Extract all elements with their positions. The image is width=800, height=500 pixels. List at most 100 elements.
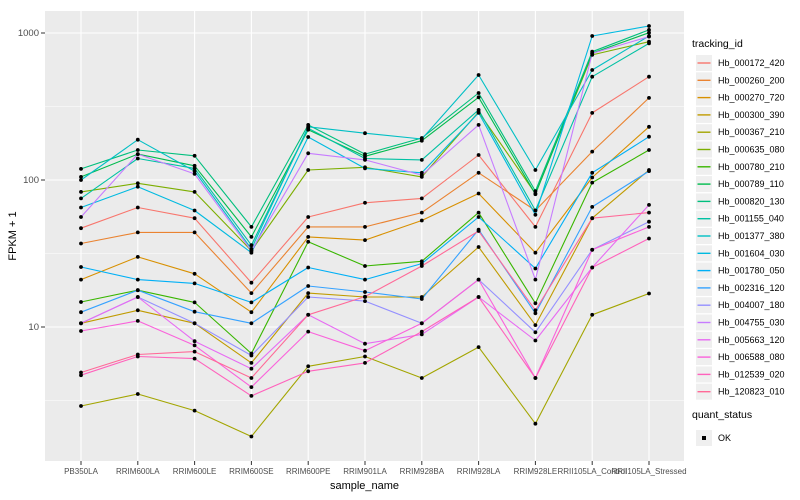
data-point [363, 158, 367, 162]
data-point [419, 332, 424, 337]
data-point [363, 294, 367, 299]
data-point [79, 178, 83, 182]
data-point [306, 168, 311, 172]
data-point [590, 111, 595, 115]
data-point [192, 349, 197, 354]
legend-entry: Hb_004755_030 [696, 314, 785, 331]
legend-entry: Hb_000780_210 [696, 158, 785, 175]
legend-entry: Hb_000789_110 [696, 176, 784, 193]
data-point [533, 208, 538, 213]
data-point [79, 404, 83, 408]
data-point [363, 299, 367, 303]
data-point [306, 364, 311, 369]
x-tick-label: RRIM928LE [514, 467, 558, 476]
legend-entry: Hb_000300_390 [696, 106, 785, 123]
data-point [249, 310, 254, 315]
data-point [647, 236, 651, 241]
data-point [590, 312, 595, 317]
data-point [79, 241, 83, 246]
data-point [192, 166, 197, 171]
data-point [135, 392, 140, 396]
legend-entry: Hb_000172_420 [696, 55, 785, 71]
legend-entry-label: Hb_001604_030 [718, 248, 785, 258]
legend-entry-label: Hb_004755_030 [718, 318, 785, 328]
legend-entry-label: Hb_004007_180 [718, 300, 785, 310]
data-point [306, 151, 311, 156]
x-tick-label: RRIM600LE [173, 467, 217, 476]
data-point [249, 321, 254, 326]
data-point [306, 329, 311, 334]
data-point [590, 247, 595, 252]
data-point [79, 215, 83, 219]
legend-entry: Hb_006588_080 [696, 349, 785, 366]
data-point [533, 330, 538, 335]
data-point [533, 323, 538, 327]
legend-entry-label: Hb_000820_130 [718, 196, 785, 206]
y-tick-label: 100 [23, 175, 39, 186]
data-point [647, 30, 651, 35]
data-point [647, 203, 651, 207]
data-point [192, 163, 197, 168]
data-point [476, 95, 481, 100]
data-point [476, 73, 481, 77]
data-point [79, 373, 83, 378]
data-point [249, 248, 254, 253]
data-point [590, 34, 595, 38]
legend-entry-label: OK [718, 433, 731, 443]
data-point [419, 210, 424, 215]
data-point [249, 385, 254, 389]
data-point [135, 148, 140, 152]
data-point [192, 230, 197, 235]
legend-entry: Hb_004007_180 [696, 297, 785, 314]
data-point [419, 297, 424, 301]
data-point [647, 74, 651, 79]
data-point [363, 225, 367, 229]
data-point [306, 369, 311, 374]
data-point [363, 152, 367, 157]
data-point [192, 408, 197, 413]
data-point [192, 356, 197, 361]
data-point [306, 295, 311, 299]
data-point [419, 376, 424, 380]
data-point [249, 235, 254, 239]
data-point [135, 319, 140, 323]
data-point [79, 175, 83, 179]
y-tick-label: 1000 [18, 28, 39, 39]
data-point [135, 230, 140, 235]
legend-entry: Hb_000635_080 [696, 141, 785, 158]
data-point [533, 277, 538, 282]
data-point [135, 255, 140, 259]
data-point [590, 149, 595, 154]
data-point [192, 271, 197, 276]
data-point [647, 124, 651, 129]
data-point [306, 235, 311, 239]
data-point [647, 34, 651, 39]
data-point [135, 152, 140, 157]
data-point [79, 265, 83, 269]
data-point [590, 170, 595, 175]
x-tick-label: RRIM928BA [400, 467, 445, 476]
data-point [647, 28, 651, 32]
data-point [363, 238, 367, 243]
data-point [590, 74, 595, 79]
data-point [306, 124, 311, 129]
x-tick-label: RRIM901LA [343, 467, 387, 476]
data-point [476, 108, 481, 112]
axes: 10 100 1000 PB350LA RRIM600LA RRIM600LE RRIM60… [7, 28, 687, 492]
data-point [533, 308, 538, 313]
data-point [590, 51, 595, 56]
legend-entry-label: Hb_006588_080 [718, 352, 785, 362]
legend-entry-label: Hb_000172_420 [718, 58, 785, 68]
data-point [533, 266, 538, 271]
legend-entry-label: Hb_000789_110 [718, 179, 784, 189]
data-point [79, 277, 83, 282]
data-point [135, 205, 140, 210]
data-point [419, 321, 424, 326]
data-point [476, 153, 481, 157]
data-point [363, 341, 367, 346]
data-point [79, 329, 83, 333]
data-point [79, 190, 83, 194]
data-point [192, 343, 197, 348]
legend-entry: Hb_005663_120 [696, 331, 785, 348]
data-point [419, 173, 424, 178]
